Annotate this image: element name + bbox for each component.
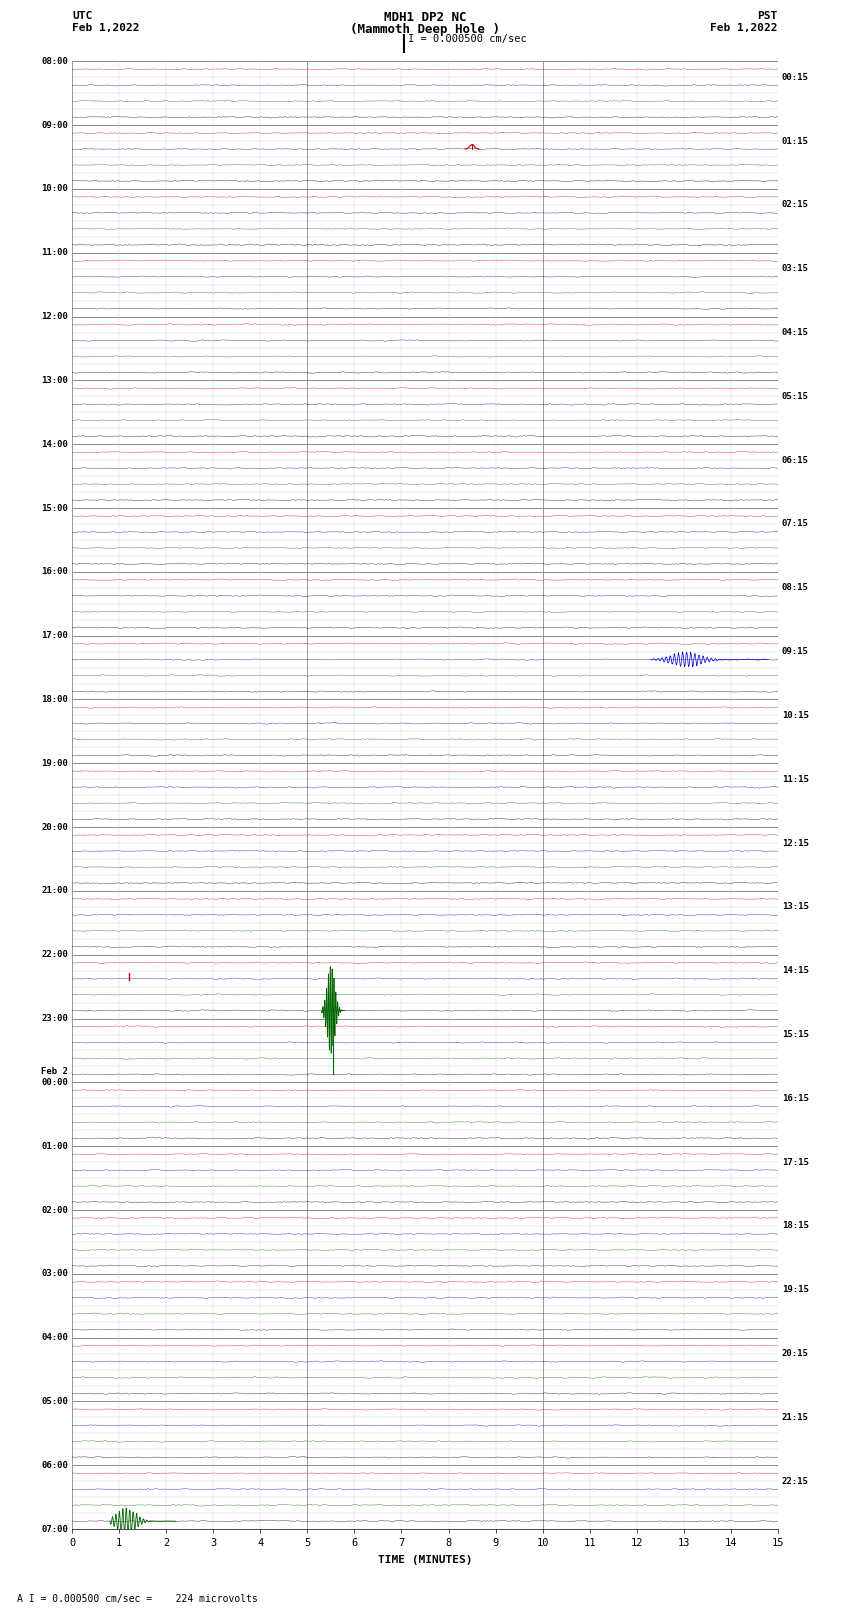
Text: 16:15: 16:15 <box>782 1094 809 1103</box>
Text: 21:00: 21:00 <box>41 887 68 895</box>
Text: 20:00: 20:00 <box>41 823 68 832</box>
Text: MDH1 DP2 NC: MDH1 DP2 NC <box>383 11 467 24</box>
Text: 11:00: 11:00 <box>41 248 68 256</box>
Text: 01:00: 01:00 <box>41 1142 68 1150</box>
Text: I = 0.000500 cm/sec: I = 0.000500 cm/sec <box>408 34 527 44</box>
Text: 21:15: 21:15 <box>782 1413 809 1423</box>
Text: 03:15: 03:15 <box>782 265 809 273</box>
Text: 10:15: 10:15 <box>782 711 809 719</box>
Text: 23:00: 23:00 <box>41 1015 68 1023</box>
Text: 12:00: 12:00 <box>41 311 68 321</box>
Text: Feb 2: Feb 2 <box>41 1066 68 1076</box>
Text: 18:15: 18:15 <box>782 1221 809 1231</box>
Text: TIME (MINUTES): TIME (MINUTES) <box>377 1555 473 1565</box>
Text: 07:00: 07:00 <box>41 1524 68 1534</box>
Text: 08:00: 08:00 <box>41 56 68 66</box>
Text: 17:00: 17:00 <box>41 631 68 640</box>
Text: 02:15: 02:15 <box>782 200 809 210</box>
Text: 06:00: 06:00 <box>41 1461 68 1469</box>
Text: 08:15: 08:15 <box>782 584 809 592</box>
Text: 16:00: 16:00 <box>41 568 68 576</box>
Text: PST: PST <box>757 11 778 21</box>
Text: 04:00: 04:00 <box>41 1334 68 1342</box>
Text: 09:00: 09:00 <box>41 121 68 129</box>
Text: 10:00: 10:00 <box>41 184 68 194</box>
Text: 01:15: 01:15 <box>782 137 809 145</box>
Text: 20:15: 20:15 <box>782 1348 809 1358</box>
Text: 11:15: 11:15 <box>782 774 809 784</box>
Text: 03:00: 03:00 <box>41 1269 68 1279</box>
Text: 13:00: 13:00 <box>41 376 68 386</box>
Text: A I = 0.000500 cm/sec =    224 microvolts: A I = 0.000500 cm/sec = 224 microvolts <box>17 1594 258 1603</box>
Text: 00:00: 00:00 <box>41 1077 68 1087</box>
Text: UTC: UTC <box>72 11 93 21</box>
Text: 06:15: 06:15 <box>782 455 809 465</box>
Text: 13:15: 13:15 <box>782 902 809 911</box>
Text: 19:00: 19:00 <box>41 758 68 768</box>
Text: 05:00: 05:00 <box>41 1397 68 1407</box>
Text: (Mammoth Deep Hole ): (Mammoth Deep Hole ) <box>350 23 500 35</box>
Text: 04:15: 04:15 <box>782 327 809 337</box>
Text: Feb 1,2022: Feb 1,2022 <box>711 23 778 32</box>
Text: 00:15: 00:15 <box>782 73 809 82</box>
Text: 19:15: 19:15 <box>782 1286 809 1294</box>
Text: 22:00: 22:00 <box>41 950 68 960</box>
Text: 17:15: 17:15 <box>782 1158 809 1166</box>
Text: 18:00: 18:00 <box>41 695 68 703</box>
Text: Feb 1,2022: Feb 1,2022 <box>72 23 139 32</box>
Text: 09:15: 09:15 <box>782 647 809 656</box>
Text: 05:15: 05:15 <box>782 392 809 402</box>
Text: 14:15: 14:15 <box>782 966 809 976</box>
Text: 02:00: 02:00 <box>41 1205 68 1215</box>
Text: 14:00: 14:00 <box>41 440 68 448</box>
Text: 22:15: 22:15 <box>782 1478 809 1486</box>
Text: 15:00: 15:00 <box>41 503 68 513</box>
Text: 12:15: 12:15 <box>782 839 809 847</box>
Text: 15:15: 15:15 <box>782 1031 809 1039</box>
Text: 07:15: 07:15 <box>782 519 809 529</box>
